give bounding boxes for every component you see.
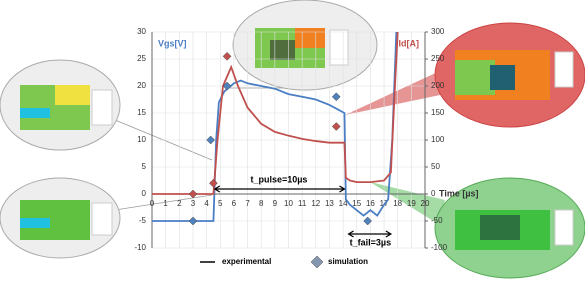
y2-axis-label: Id[A]	[399, 38, 420, 48]
x-tick-label: 5	[218, 199, 223, 208]
y-axis-label: Vgs[V]	[158, 38, 187, 48]
simulation-point	[331, 92, 341, 102]
y-tick-label: 20	[137, 81, 146, 90]
simulation-point	[222, 81, 232, 91]
y2-tick-label: 300	[431, 27, 445, 36]
y-tick-label: 5	[142, 162, 147, 171]
simulation-point	[209, 178, 218, 188]
y-tick-label: 0	[142, 189, 147, 198]
legend-label: simulation	[328, 257, 368, 266]
annotation: t_fail=3µs	[350, 237, 391, 247]
series-line	[152, 31, 399, 195]
legend-label: experimental	[222, 257, 271, 266]
simulation-point	[188, 189, 198, 199]
y-tick-label: 10	[137, 135, 146, 144]
pulse-arrow	[213, 185, 346, 193]
y2-tick-label: 200	[431, 81, 445, 90]
y2-tick-label: -50	[431, 216, 443, 225]
series-line	[152, 31, 398, 222]
y2-tick-label: -100	[431, 243, 448, 252]
x-tick-label: 1	[163, 199, 168, 208]
y2-tick-label: 250	[431, 54, 445, 63]
x-tick-label: 13	[325, 199, 334, 208]
y-tick-label: 15	[137, 108, 146, 117]
x-tick-label: 19	[407, 199, 416, 208]
y-tick-label: 25	[137, 54, 146, 63]
x-tick-label: 15	[352, 199, 361, 208]
y2-tick-label: 150	[431, 108, 445, 117]
x-tick-label: 7	[245, 199, 250, 208]
simulation-point	[188, 216, 198, 226]
legend-marker	[310, 255, 324, 269]
x-tick-label: 11	[298, 199, 307, 208]
x-tick-label: 4	[204, 199, 209, 208]
x-axis-label: Time [µs]	[439, 188, 479, 198]
x-tick-label: 3	[191, 199, 196, 208]
simulation-point	[331, 122, 341, 131]
simulation-point	[363, 216, 373, 226]
x-tick-label: 8	[259, 199, 264, 208]
simulation-point	[206, 135, 216, 145]
y-tick-label: -5	[139, 216, 147, 225]
simulation-point	[222, 51, 232, 61]
y-tick-label: -10	[134, 243, 146, 252]
x-tick-label: 18	[393, 199, 402, 208]
annotation: t_pulse=10µs	[250, 174, 307, 184]
x-tick-label: 9	[273, 199, 278, 208]
x-tick-label: 12	[311, 199, 320, 208]
y2-tick-label: 0	[431, 189, 436, 198]
y2-tick-label: 100	[431, 135, 445, 144]
x-tick-label: 10	[284, 199, 293, 208]
fail-arrow	[347, 230, 393, 238]
x-tick-label: 2	[177, 199, 182, 208]
x-tick-label: 6	[232, 199, 237, 208]
x-tick-label: 14	[339, 199, 348, 208]
x-tick-label: 16	[366, 199, 375, 208]
y-tick-label: 30	[137, 27, 146, 36]
y2-tick-label: 50	[431, 162, 440, 171]
